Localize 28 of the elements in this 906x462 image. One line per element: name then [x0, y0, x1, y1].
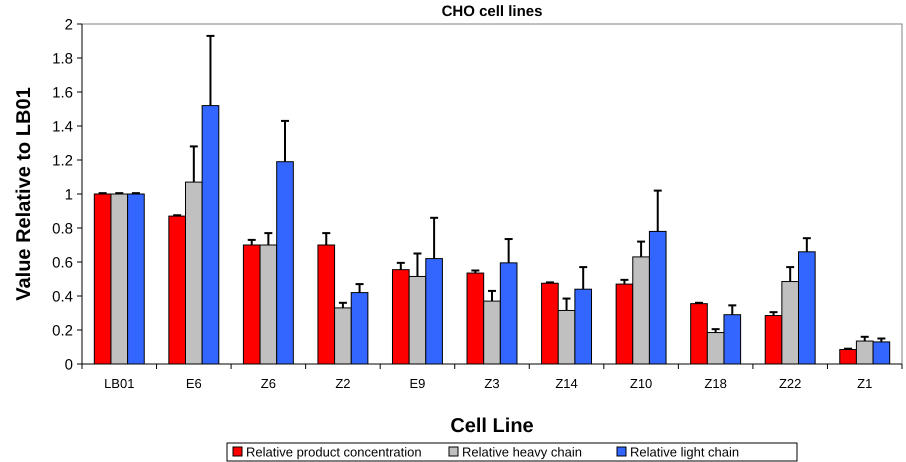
x-axis-title: Cell Line	[450, 415, 534, 437]
y-tick-label: 2	[64, 16, 73, 34]
x-tick-label: Z1	[857, 376, 872, 391]
y-tick-label: 0.4	[52, 288, 73, 306]
y-tick-label: 1.8	[52, 50, 73, 68]
x-tick-label: Z2	[335, 376, 350, 391]
x-tick-label: LB01	[104, 376, 134, 391]
x-tick-label: Z10	[630, 376, 652, 391]
x-tick-label: E9	[410, 376, 426, 391]
y-tick-label: 0.2	[52, 322, 73, 340]
x-tick-label: Z18	[704, 376, 727, 391]
x-tick-label: Z6	[260, 376, 276, 391]
legend-label: Relative light chain	[630, 444, 740, 460]
legend-label: Relative heavy chain	[462, 444, 582, 460]
y-tick-label: 1.4	[52, 118, 73, 136]
y-tick-label: 1	[64, 186, 73, 204]
x-tick-label: Z14	[555, 376, 578, 391]
y-tick-label: 0.8	[52, 220, 73, 238]
x-tick-label: Z22	[778, 376, 802, 391]
x-tick-label: E6	[186, 376, 202, 391]
y-tick-label: 1.2	[52, 152, 73, 170]
y-axis-title: Value Relative to LB01	[13, 87, 35, 301]
chart-title: CHO cell lines	[442, 3, 542, 20]
y-tick-label: 0.6	[52, 254, 73, 272]
y-tick-label: 0	[64, 356, 73, 374]
x-tick-label: Z3	[484, 376, 500, 391]
legend-label: Relative product concentration	[246, 444, 422, 460]
y-tick-label: 1.6	[52, 84, 73, 102]
